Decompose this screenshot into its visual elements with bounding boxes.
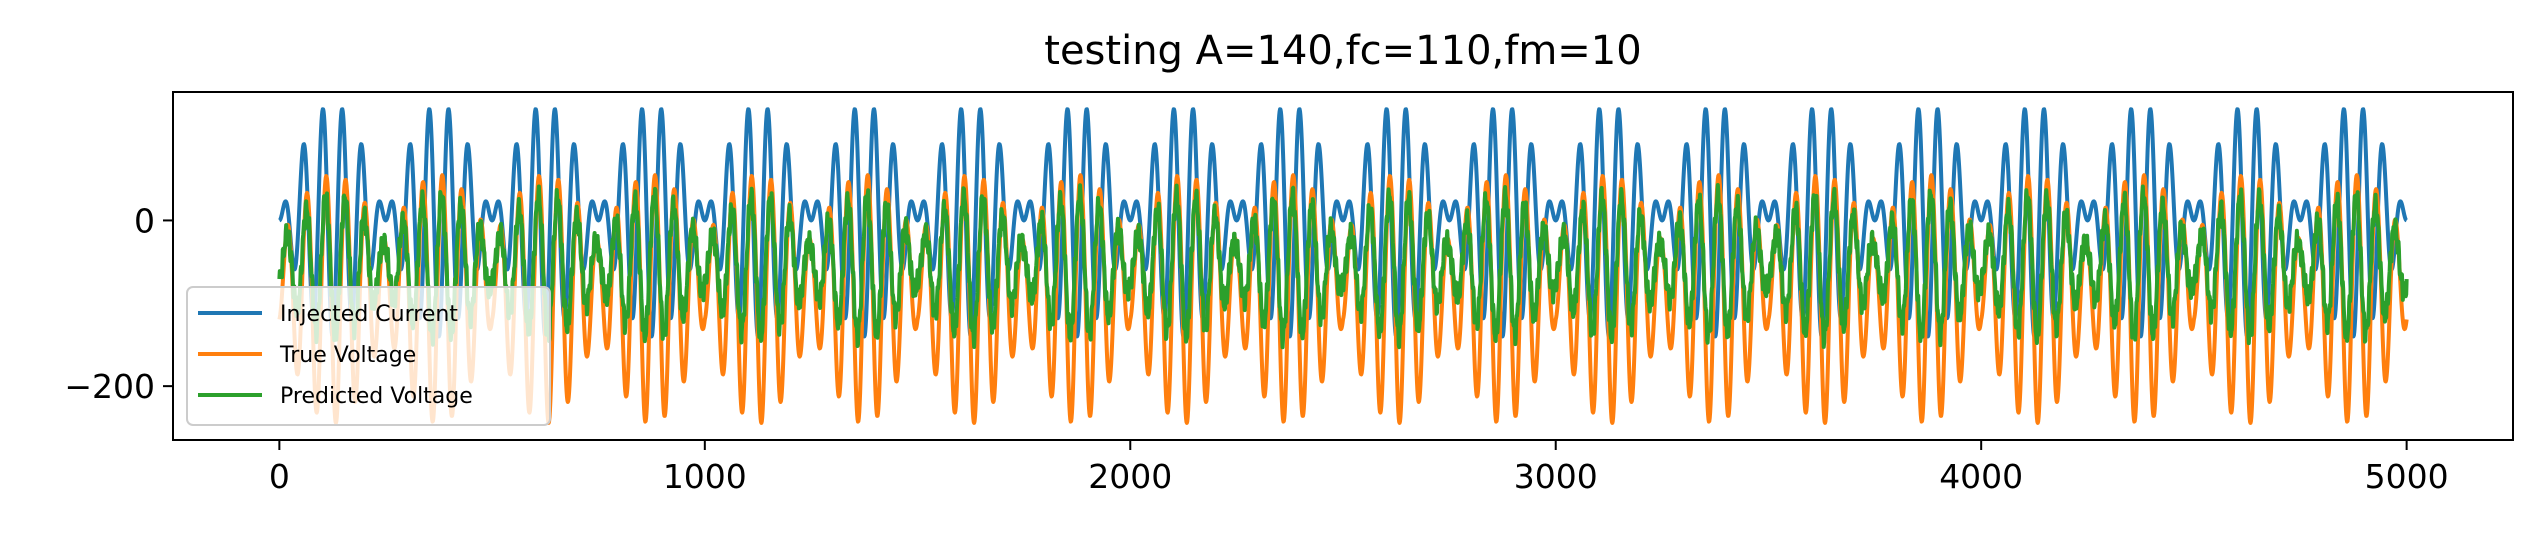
chart-title: testing A=140,fc=110,fm=10	[1044, 28, 1641, 74]
legend-label-true-voltage: True Voltage	[279, 343, 416, 368]
x-tick-label: 0	[269, 457, 290, 496]
legend-label-injected-current: Injected Current	[280, 302, 458, 327]
x-tick-label: 5000	[2365, 457, 2449, 496]
y-tick-label: −200	[64, 367, 155, 406]
legend: Injected Current True Voltage Predicted …	[186, 286, 551, 426]
x-tick-label: 4000	[1939, 457, 2023, 496]
legend-box	[186, 286, 551, 426]
x-tick-label: 2000	[1088, 457, 1172, 496]
y-axis: −200 0	[64, 201, 173, 406]
y-tick-label: 0	[134, 201, 155, 240]
legend-label-predicted-voltage: Predicted Voltage	[280, 384, 473, 409]
series-line-true-voltage	[277, 173, 2409, 425]
x-tick-label: 3000	[1514, 457, 1598, 496]
x-axis: 0 1000 2000 3000 4000 5000	[269, 440, 2449, 496]
x-tick-label: 1000	[663, 457, 747, 496]
plot-area	[277, 107, 2409, 425]
series-line-predicted-voltage	[277, 182, 2409, 350]
series-line-injected-current	[277, 107, 2409, 339]
axes-frame	[172, 91, 2514, 441]
